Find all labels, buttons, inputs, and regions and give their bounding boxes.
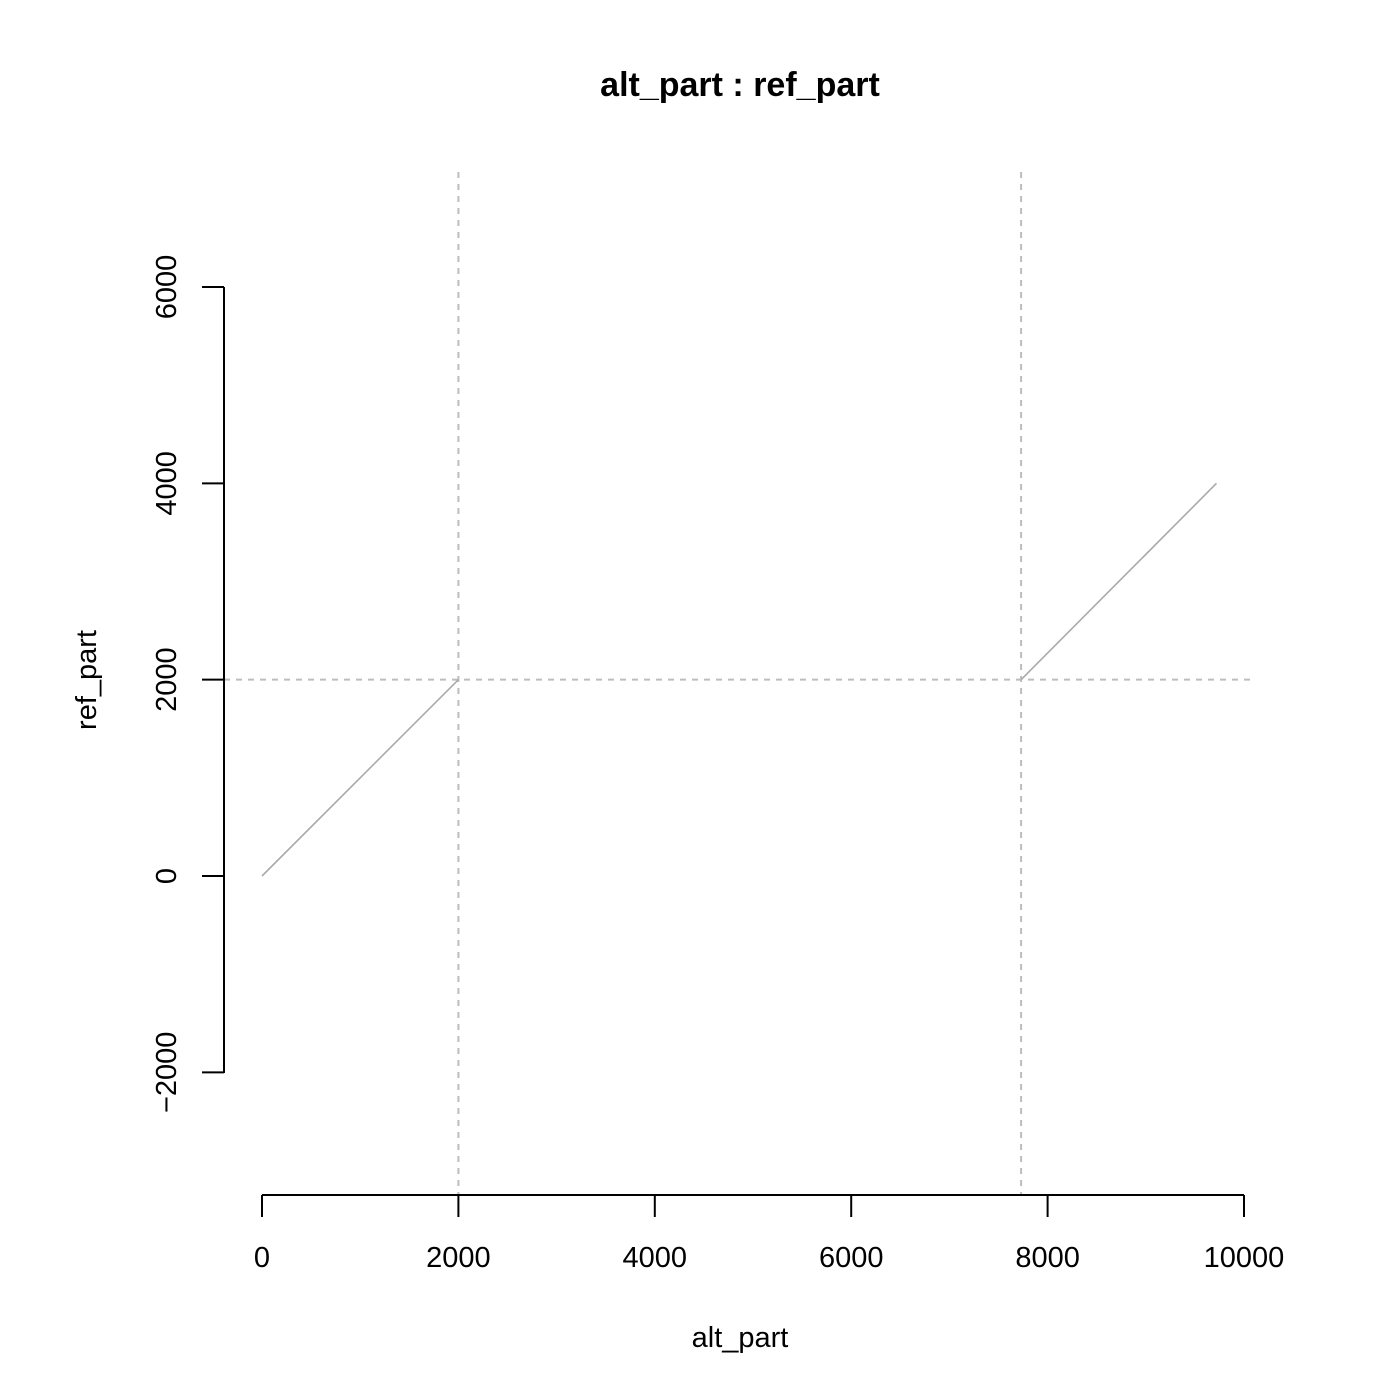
x-axis: 0 2000 4000 6000 8000 10000 [254, 1194, 1285, 1274]
y-tick-label-3: 4000 [151, 451, 183, 516]
alignment-segments [261, 482, 1218, 877]
y-tick-label-0: −2000 [151, 1032, 183, 1113]
x-tick-label-2: 4000 [623, 1242, 688, 1274]
x-tick-label-1: 2000 [426, 1242, 491, 1274]
x-tick-label-4: 8000 [1015, 1242, 1080, 1274]
x-tick-label-3: 6000 [819, 1242, 884, 1274]
x-axis-label: alt_part [692, 1322, 789, 1354]
y-tick-label-4: 6000 [151, 255, 183, 320]
reference-lines [224, 172, 1250, 1195]
y-tick-label-1: 0 [151, 868, 183, 884]
alignment-segment-1 [1020, 482, 1218, 681]
chart-title: alt_part : ref_part [600, 66, 880, 104]
x-tick-label-0: 0 [254, 1242, 270, 1274]
y-tick-label-2: 2000 [151, 647, 183, 712]
x-tick-label-5: 10000 [1204, 1242, 1285, 1274]
y-axis-label: ref_part [71, 630, 103, 730]
y-axis: −2000 0 2000 4000 6000 [151, 255, 225, 1113]
alignment-segment-0 [261, 679, 459, 877]
